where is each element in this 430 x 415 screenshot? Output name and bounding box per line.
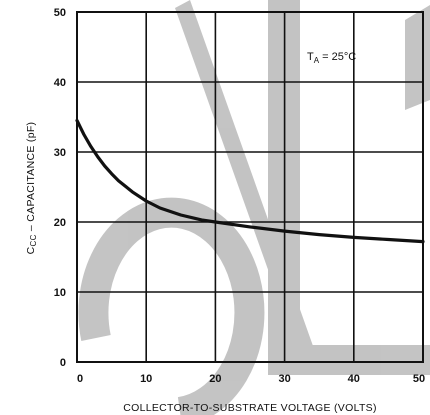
x-axis-label: COLLECTOR-TO-SUBSTRATE VOLTAGE (VOLTS) bbox=[123, 402, 377, 414]
x-tick-10: 10 bbox=[140, 373, 152, 385]
y-axis-label-sub: CC bbox=[29, 234, 38, 246]
annotation-rest: = 25°C bbox=[319, 51, 356, 63]
capacitance-curve bbox=[75, 118, 425, 244]
watermark bbox=[78, 0, 430, 415]
y-axis-label-main: C bbox=[25, 246, 37, 254]
x-tick-40: 40 bbox=[348, 373, 360, 385]
y-tick-labels: 0 10 20 30 40 50 bbox=[54, 7, 66, 369]
x-tick-labels: 0 10 20 30 40 50 bbox=[77, 373, 425, 385]
y-axis-label-rest: – CAPACITANCE (pF) bbox=[25, 122, 37, 235]
watermark-arc bbox=[78, 197, 265, 415]
watermark-stroke-3 bbox=[268, 345, 430, 375]
x-tick-0: 0 bbox=[77, 373, 83, 385]
x-tick-30: 30 bbox=[278, 373, 290, 385]
y-tick-30: 30 bbox=[54, 147, 66, 159]
watermark-stroke-4 bbox=[405, 5, 430, 110]
grid bbox=[77, 12, 423, 362]
y-tick-50: 50 bbox=[54, 7, 66, 19]
annotation-sub: A bbox=[314, 56, 320, 65]
y-tick-0: 0 bbox=[60, 357, 66, 369]
temperature-annotation: TA = 25°C bbox=[307, 51, 356, 65]
y-axis-label: CCC – CAPACITANCE (pF) bbox=[25, 122, 38, 255]
x-tick-20: 20 bbox=[209, 373, 221, 385]
x-tick-50: 50 bbox=[413, 373, 425, 385]
annotation-main: T bbox=[307, 51, 314, 63]
y-tick-40: 40 bbox=[54, 77, 66, 89]
y-tick-20: 20 bbox=[54, 217, 66, 229]
y-tick-10: 10 bbox=[54, 287, 66, 299]
plot-border bbox=[76, 11, 424, 363]
